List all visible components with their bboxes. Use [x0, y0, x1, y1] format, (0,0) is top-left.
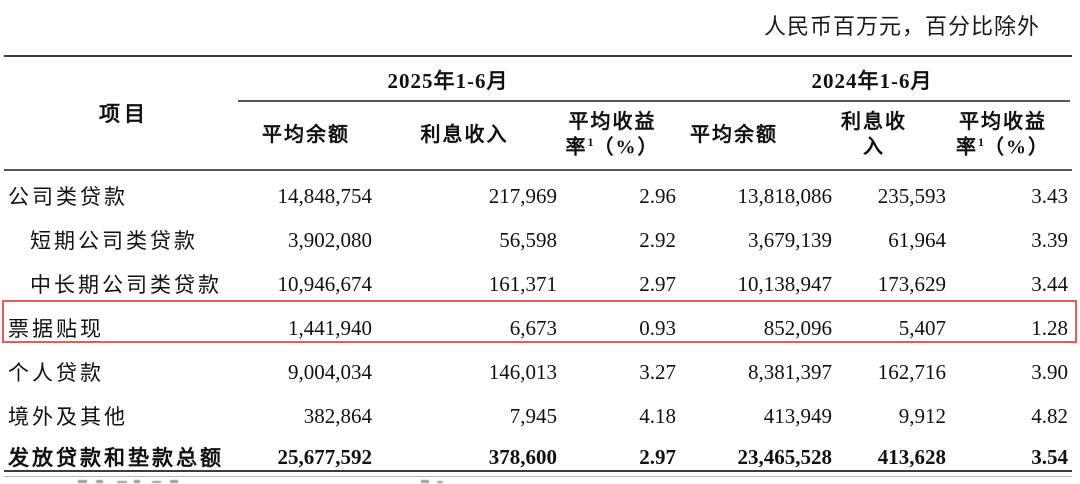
table-bottom-border: [4, 470, 1072, 472]
table-row: 个人贷款 9,004,034 146,013 3.27 8,381,397 16…: [8, 350, 1068, 394]
cell-avg-balance-2024: 10,138,947: [737, 271, 833, 296]
table-row: 境外及其他 382,864 7,945 4.18 413,949 9,912 4…: [8, 394, 1068, 438]
cell-avg-balance-2025: 25,677,592: [277, 444, 373, 469]
avg-yield-line1: 平均收益: [959, 110, 1047, 133]
cell-interest-income-2025: 7,945: [509, 403, 557, 428]
cell-interest-income-2024: 413,628: [877, 444, 946, 469]
row-item-label: 票据贴现: [8, 317, 104, 341]
cell-avg-yield-2024: 3.43: [1031, 183, 1068, 208]
column-group-2025: 2025年1-6月: [387, 69, 509, 93]
cell-avg-balance-2025: 3,902,080: [288, 227, 372, 252]
table-top-border: [4, 55, 1072, 57]
cell-interest-income-2025: 56,598: [499, 227, 557, 252]
cell-avg-balance-2024: 8,381,397: [748, 359, 832, 384]
table-row: 票据贴现 1,441,940 6,673 0.93 852,096 5,407 …: [8, 306, 1068, 350]
sub-header-row: 平均余额 利息收入 平均收益 率1（%） 平均余额 利息收入 平均收益 率1（%…: [8, 102, 1068, 168]
row-item-label: 境外及其他: [8, 405, 128, 429]
cell-interest-income-2025: 161,371: [488, 271, 557, 296]
cell-interest-income-2024: 235,593: [877, 183, 946, 208]
row-item-label: 公司类贷款: [8, 185, 128, 209]
row-item-label: 中长期公司类贷款: [30, 273, 222, 297]
row-item-label: 短期公司类贷款: [30, 229, 198, 253]
column-group-2024: 2024年1-6月: [811, 69, 933, 93]
row-item-label: 发放贷款和垫款总额: [8, 446, 224, 470]
column-header-avg-yield-2025: 平均收益 率1（%）: [557, 102, 676, 168]
cell-avg-yield-2025: 0.93: [639, 315, 676, 340]
sub-header-spacer: [8, 102, 240, 168]
avg-yield-line2: 率1（%）: [956, 134, 1050, 159]
cell-avg-yield-2024: 3.90: [1031, 359, 1068, 384]
column-header-interest-income-2025: 利息收入: [420, 123, 509, 146]
cell-avg-yield-2024: 3.54: [1031, 444, 1068, 469]
unit-note: 人民币百万元，百分比除外: [763, 14, 1040, 39]
column-header-interest-income-2024: 利息收入: [841, 111, 907, 158]
footnote-ref: 1: [978, 134, 984, 149]
table-bottom-border-light: [4, 476, 1072, 477]
table-row: 公司类贷款 14,848,754 217,969 2.96 13,818,086…: [8, 174, 1068, 218]
cell-avg-yield-2024: 1.28: [1031, 315, 1068, 340]
cell-avg-yield-2024: 4.82: [1031, 403, 1068, 428]
cell-interest-income-2024: 9,912: [898, 403, 946, 428]
cell-interest-income-2024: 173,629: [877, 271, 946, 296]
cell-avg-balance-2025: 14,848,754: [277, 183, 373, 208]
column-header-item: 项目: [99, 102, 149, 126]
cell-avg-balance-2024: 3,679,139: [748, 227, 832, 252]
column-header-avg-balance-2024: 平均余额: [690, 123, 778, 146]
cell-avg-yield-2024: 3.44: [1031, 271, 1068, 296]
cell-avg-yield-2025: 2.97: [639, 271, 676, 296]
cell-avg-yield-2025: 2.97: [639, 444, 676, 469]
cell-avg-yield-2024: 3.39: [1031, 227, 1068, 252]
column-header-avg-balance-2025: 平均余额: [262, 123, 350, 146]
cell-avg-balance-2025: 382,864: [303, 403, 372, 428]
cell-interest-income-2025: 146,013: [488, 359, 557, 384]
cell-interest-income-2025: 217,969: [488, 183, 557, 208]
cell-avg-balance-2024: 23,465,528: [737, 444, 833, 469]
cell-avg-yield-2025: 2.96: [639, 183, 676, 208]
cell-avg-balance-2025: 10,946,674: [277, 271, 373, 296]
header-underline: [4, 169, 1072, 171]
cell-interest-income-2024: 61,964: [888, 227, 946, 252]
column-header-avg-yield-2024: 平均收益 率1（%）: [946, 102, 1068, 168]
table-row: 中长期公司类贷款 10,946,674 161,371 2.97 10,138,…: [8, 262, 1068, 306]
cell-interest-income-2025: 378,600: [488, 444, 557, 469]
table-row: 短期公司类贷款 3,902,080 56,598 2.92 3,679,139 …: [8, 218, 1068, 262]
cell-avg-balance-2025: 9,004,034: [288, 359, 372, 384]
avg-yield-line1: 平均收益: [568, 110, 657, 133]
cell-avg-yield-2025: 4.18: [639, 403, 676, 428]
cell-avg-yield-2025: 2.92: [639, 227, 676, 252]
footnote-ref: 1: [587, 134, 594, 149]
avg-yield-line2: 率1（%）: [565, 134, 660, 159]
row-item-label: 个人贷款: [8, 361, 104, 385]
cell-avg-balance-2024: 13,818,086: [737, 183, 833, 208]
table-body: 公司类贷款 14,848,754 217,969 2.96 13,818,086…: [8, 174, 1068, 476]
cell-avg-balance-2024: 852,096: [763, 315, 832, 340]
cell-interest-income-2025: 6,673: [509, 315, 557, 340]
cell-interest-income-2024: 5,407: [898, 315, 946, 340]
cell-interest-income-2024: 162,716: [877, 359, 946, 384]
cell-avg-yield-2025: 3.27: [639, 359, 676, 384]
year-group-underline: [238, 100, 1070, 102]
cell-avg-balance-2025: 1,441,940: [288, 315, 372, 340]
cell-avg-balance-2024: 413,949: [763, 403, 832, 428]
table-row: 发放贷款和垫款总额 25,677,592 378,600 2.97 23,465…: [8, 438, 1068, 476]
